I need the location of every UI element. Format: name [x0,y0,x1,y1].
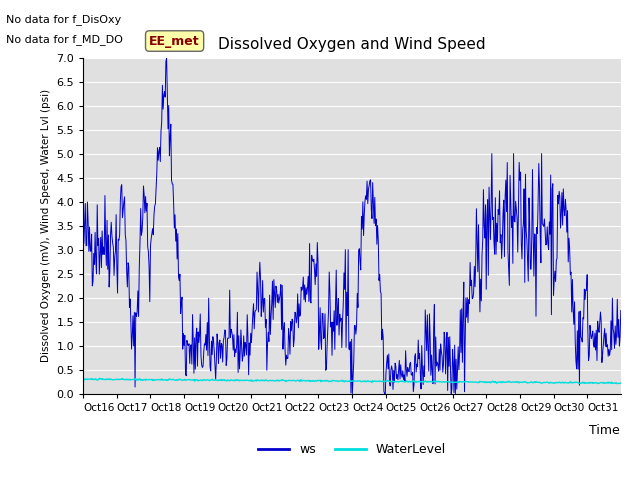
ws [242,342,250,348]
WaterLevel [438,379,446,385]
Title: Dissolved Oxygen and Wind Speed: Dissolved Oxygen and Wind Speed [218,37,486,52]
WaterLevel [79,376,87,382]
ws [439,369,447,375]
ws [269,278,276,284]
Text: No data for f_DisOxy: No data for f_DisOxy [6,14,122,25]
ws [143,208,150,214]
Line: WaterLevel: WaterLevel [83,378,621,384]
Text: No data for f_MD_DO: No data for f_MD_DO [6,34,124,45]
WaterLevel [408,378,416,384]
WaterLevel [143,377,151,383]
ws [289,318,296,324]
WaterLevel [95,375,103,381]
ws [79,225,87,231]
X-axis label: Time: Time [589,424,620,437]
Line: ws: ws [83,58,621,394]
ws [617,308,625,313]
WaterLevel [617,380,625,386]
ws [349,391,356,396]
ws [409,370,417,375]
ws [163,55,170,61]
Legend: ws, WaterLevel: ws, WaterLevel [253,438,451,461]
WaterLevel [614,381,621,386]
Y-axis label: Dissolved Oxygen (mV), Wind Speed, Water Lvl (psi): Dissolved Oxygen (mV), Wind Speed, Water… [41,89,51,362]
WaterLevel [242,377,250,383]
WaterLevel [269,378,276,384]
WaterLevel [289,377,296,383]
Text: EE_met: EE_met [149,35,200,48]
